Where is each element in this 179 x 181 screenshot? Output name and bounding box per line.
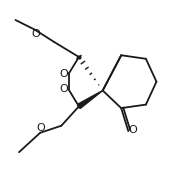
Polygon shape — [78, 90, 103, 108]
Text: O: O — [37, 123, 45, 133]
Text: O: O — [31, 29, 40, 39]
Text: O: O — [59, 69, 68, 79]
Text: O: O — [59, 84, 68, 94]
Text: O: O — [128, 125, 137, 135]
